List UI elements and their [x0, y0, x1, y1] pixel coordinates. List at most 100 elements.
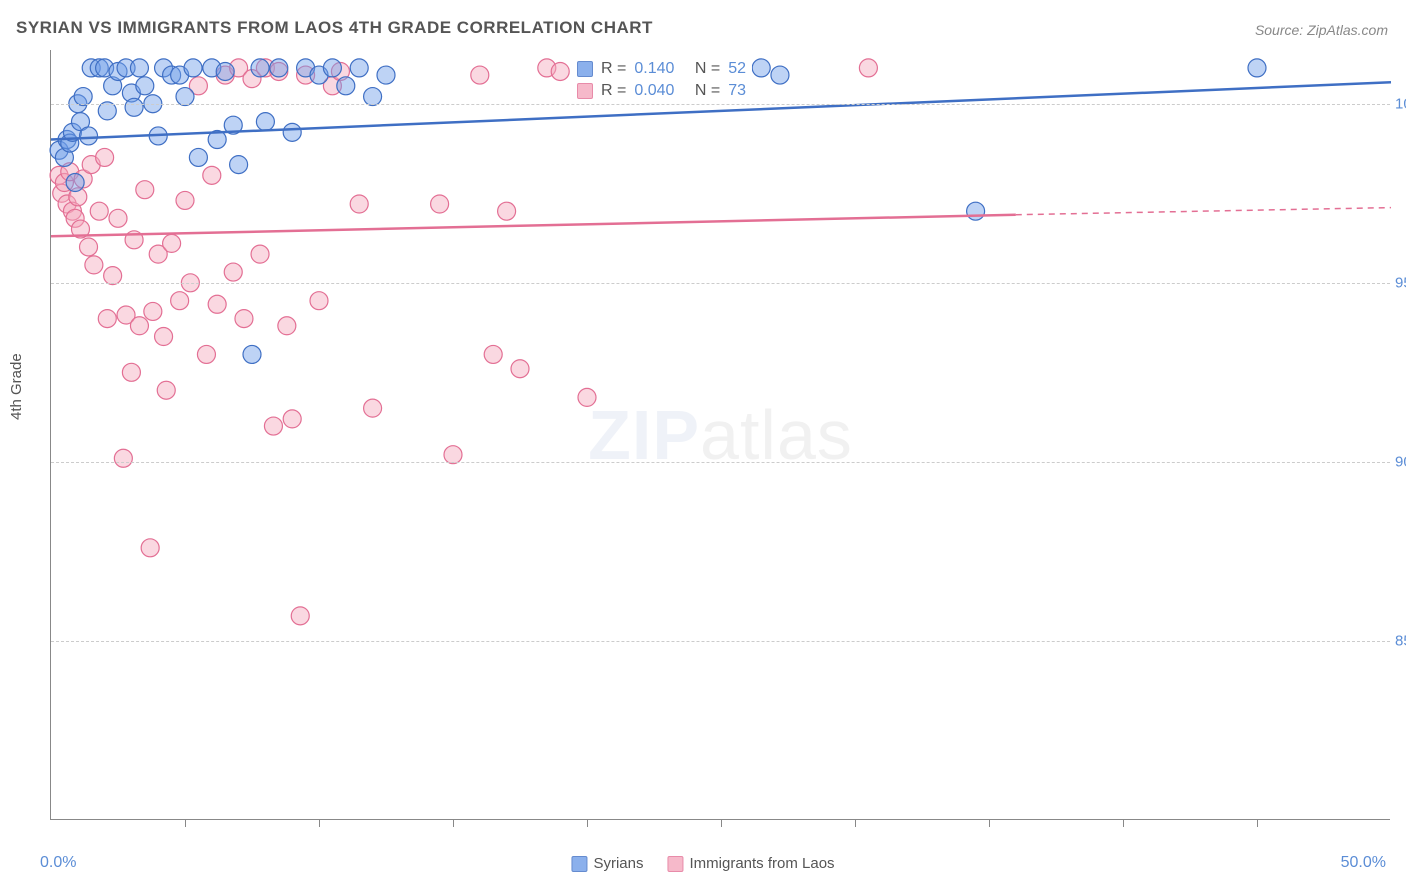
scatter-point — [350, 195, 368, 213]
scatter-point — [130, 59, 148, 77]
scatter-point — [208, 295, 226, 313]
gridline-h — [51, 462, 1390, 463]
scatter-point — [1248, 59, 1266, 77]
scatter-point — [163, 234, 181, 252]
scatter-point — [155, 328, 173, 346]
stats-row-1: R = 0.140 N = 52 — [571, 58, 752, 80]
x-tick — [1257, 819, 1258, 827]
scatter-point — [224, 263, 242, 281]
scatter-point — [256, 113, 274, 131]
stats-row-2: R = 0.040 N = 73 — [571, 80, 752, 102]
legend-label-1: Syrians — [593, 855, 643, 872]
scatter-point — [176, 191, 194, 209]
scatter-point — [967, 202, 985, 220]
y-axis-label: 4th Grade — [8, 353, 25, 420]
x-tick — [185, 819, 186, 827]
scatter-point — [251, 245, 269, 263]
scatter-point — [157, 381, 175, 399]
scatter-point — [337, 77, 355, 95]
scatter-point — [291, 607, 309, 625]
scatter-point — [189, 148, 207, 166]
scatter-point — [96, 148, 114, 166]
scatter-point — [498, 202, 516, 220]
scatter-point — [264, 417, 282, 435]
scatter-point — [283, 410, 301, 428]
legend-item-2: Immigrants from Laos — [667, 855, 834, 872]
scatter-point — [283, 123, 301, 141]
scatter-point — [278, 317, 296, 335]
scatter-point — [270, 59, 288, 77]
stats-n-value-1: 52 — [728, 60, 746, 78]
legend-swatch-1 — [571, 856, 587, 872]
scatter-point — [230, 156, 248, 174]
x-tick — [453, 819, 454, 827]
scatter-point — [350, 59, 368, 77]
scatter-point — [203, 166, 221, 184]
scatter-point — [364, 399, 382, 417]
stats-r-label: R = — [601, 82, 626, 100]
scatter-point — [511, 360, 529, 378]
legend-item-1: Syrians — [571, 855, 643, 872]
legend-label-2: Immigrants from Laos — [689, 855, 834, 872]
scatter-point — [431, 195, 449, 213]
x-tick — [587, 819, 588, 827]
legend-swatch-2 — [667, 856, 683, 872]
scatter-point — [125, 98, 143, 116]
scatter-point — [310, 292, 328, 310]
x-tick — [989, 819, 990, 827]
scatter-point — [80, 238, 98, 256]
scatter-point — [484, 345, 502, 363]
scatter-point — [771, 66, 789, 84]
x-tick — [319, 819, 320, 827]
scatter-point — [109, 209, 127, 227]
scatter-point — [90, 202, 108, 220]
scatter-point — [80, 127, 98, 145]
scatter-point — [114, 449, 132, 467]
scatter-point — [130, 317, 148, 335]
x-axis-max-label: 50.0% — [1341, 854, 1386, 872]
scatter-point — [243, 345, 261, 363]
stats-n-value-2: 73 — [728, 82, 746, 100]
scatter-point — [184, 59, 202, 77]
x-tick — [721, 819, 722, 827]
scatter-point — [85, 256, 103, 274]
legend: Syrians Immigrants from Laos — [571, 855, 834, 872]
scatter-point — [323, 59, 341, 77]
scatter-point — [66, 174, 84, 192]
stats-r-value-1: 0.140 — [634, 60, 674, 78]
stats-r-value-2: 0.040 — [634, 82, 674, 100]
scatter-point — [136, 77, 154, 95]
gridline-h — [51, 283, 1390, 284]
source-label: Source: ZipAtlas.com — [1255, 22, 1388, 38]
scatter-point — [471, 66, 489, 84]
stats-r-label: R = — [601, 60, 626, 78]
scatter-point — [216, 62, 234, 80]
swatch-series-1 — [577, 61, 593, 77]
scatter-point — [141, 539, 159, 557]
chart-svg — [51, 50, 1390, 819]
stats-n-label: N = — [695, 60, 720, 78]
scatter-point — [122, 363, 140, 381]
stats-box: R = 0.140 N = 52 R = 0.040 N = 73 — [571, 58, 752, 102]
scatter-point — [578, 388, 596, 406]
x-tick — [1123, 819, 1124, 827]
scatter-point — [752, 59, 770, 77]
scatter-point — [551, 62, 569, 80]
scatter-point — [859, 59, 877, 77]
scatter-point — [98, 310, 116, 328]
trend-line-dashed — [1016, 208, 1391, 215]
scatter-point — [251, 59, 269, 77]
scatter-point — [235, 310, 253, 328]
scatter-point — [377, 66, 395, 84]
gridline-h — [51, 641, 1390, 642]
gridline-h — [51, 104, 1390, 105]
scatter-point — [136, 181, 154, 199]
x-tick — [855, 819, 856, 827]
x-axis-min-label: 0.0% — [40, 854, 76, 872]
y-tick-label: 85.0% — [1395, 632, 1406, 649]
stats-n-label: N = — [695, 82, 720, 100]
scatter-point — [171, 292, 189, 310]
trend-line — [51, 215, 1016, 236]
swatch-series-2 — [577, 83, 593, 99]
y-tick-label: 100.0% — [1395, 95, 1406, 112]
